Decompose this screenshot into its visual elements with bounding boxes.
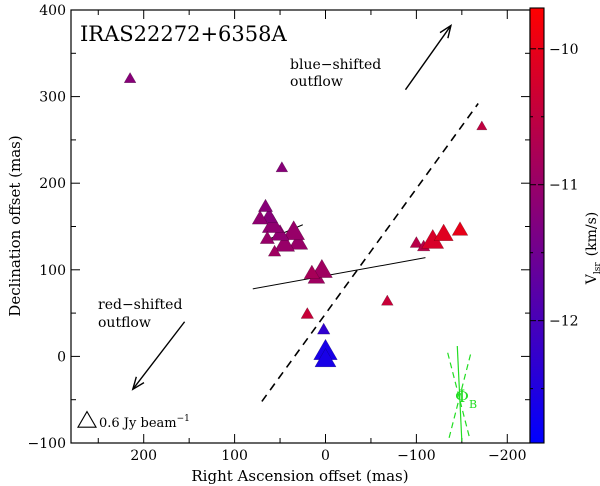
maser-spot [314, 347, 337, 368]
legend-label: 0.6 Jy beam−1 [99, 414, 190, 431]
maser-spot [310, 258, 333, 278]
red-shifted-arrow [131, 321, 186, 391]
tick-labels: 200 100 0 −100 −200 −100 0 100 200 300 400 [28, 3, 527, 464]
magnetic-field-line [456, 345, 463, 442]
maser-spot [274, 233, 296, 252]
colorbar-tick-label: −10 [549, 42, 579, 58]
y-tick-label: 400 [39, 3, 66, 19]
maser-spot [380, 294, 394, 306]
maser-spot [303, 264, 321, 279]
maser-spot [282, 220, 306, 241]
colorbar-label: Vlsr (km/s) [584, 212, 600, 286]
colorbar-tick-label: −12 [549, 314, 579, 330]
colorbar-ticks: −10 −11 −12 [530, 42, 579, 390]
x-tick-label: 0 [321, 448, 330, 464]
legend-label-text: 0.6 Jy beam [99, 416, 177, 431]
maser-spot [251, 209, 269, 225]
colorbar-label-v: V [584, 273, 600, 285]
phi-symbol: Φ [455, 387, 469, 407]
maser-spot [288, 232, 309, 250]
chart-title: IRAS22272+6358A [80, 22, 288, 46]
y-tick-label: 300 [39, 90, 66, 106]
maser-spot [259, 230, 275, 244]
maser-spot [267, 244, 282, 257]
phi-subscript: B [469, 398, 477, 411]
maser-spot [433, 223, 454, 241]
x-tick-label: −100 [397, 448, 435, 464]
y-tick-label: 0 [57, 349, 66, 365]
maser-spot [123, 71, 137, 83]
maser-spot [409, 236, 424, 248]
blue-shifted-arrow-head [439, 24, 453, 39]
legend-marker [77, 410, 97, 428]
x-tick-label: −200 [488, 448, 526, 464]
y-tick-label: 100 [39, 263, 66, 279]
outflow-arrows [131, 24, 453, 391]
red-outflow-label-line1: red−shifted [98, 297, 182, 313]
colorbar-tick-label: −11 [549, 178, 579, 194]
magnetic-field-line [446, 351, 470, 437]
maser-spot [316, 322, 331, 335]
guide-lines [252, 103, 479, 442]
red-shifted-arrow-shaft [132, 321, 186, 390]
red-outflow-label-line2: outflow [98, 315, 151, 331]
legend-label-exponent: −1 [177, 414, 190, 424]
axis-ticks [71, 9, 530, 444]
maser-spot [451, 221, 469, 236]
blue-shifted-arrow [404, 24, 453, 91]
x-tick-label: 100 [221, 448, 248, 464]
y-tick-label: 200 [39, 176, 66, 192]
red-shifted-arrow-head [131, 376, 145, 391]
maser-spot [300, 307, 315, 319]
x-axis-title: Right Ascension offset (mas) [191, 467, 408, 485]
x-tick-label: 200 [130, 448, 157, 464]
blue-outflow-label-line2: outflow [290, 74, 343, 90]
colorbar-label-sub: lsr [593, 262, 600, 274]
linear-fit-line [252, 257, 426, 290]
blue-shifted-arrow-shaft [404, 25, 452, 91]
colorbar [529, 7, 545, 444]
maser-spot [275, 161, 289, 173]
maser-spot [257, 198, 274, 212]
magnetic-field-line [448, 352, 472, 438]
y-axis-title: Declination offset (mas) [6, 135, 24, 316]
maser-spots [123, 71, 488, 368]
outflow-axis-dashed-line [261, 103, 479, 402]
phi-b-label: ΦB [455, 387, 477, 411]
maser-spot [476, 120, 488, 131]
blue-outflow-label-line1: blue−shifted [290, 57, 381, 73]
colorbar-label-unit: (km/s) [584, 212, 600, 257]
y-tick-label: −100 [28, 436, 66, 452]
